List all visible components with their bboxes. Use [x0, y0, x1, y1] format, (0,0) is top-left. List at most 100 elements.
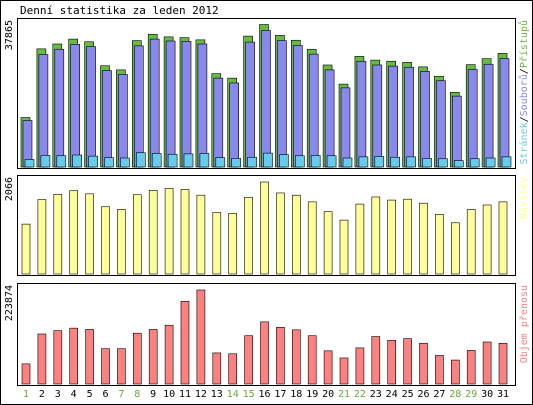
day-label-29: 29	[465, 389, 477, 400]
bar-objem-day-13	[212, 352, 222, 385]
day-label-28: 28	[449, 389, 461, 400]
chart-title: Denní statistika za leden 2012	[20, 4, 219, 17]
day-label-23: 23	[370, 389, 382, 400]
bar-stranek-day-15	[247, 156, 257, 168]
bar-navstev-day-26	[419, 202, 428, 275]
bar-objem-day-29	[466, 350, 476, 385]
bar-souboru-day-30	[483, 63, 494, 168]
bar-objem-day-2	[37, 333, 47, 385]
bar-stranek-day-17	[279, 154, 289, 168]
day-label-20: 20	[322, 389, 334, 400]
bar-objem-day-15	[244, 335, 253, 385]
day-label-10: 10	[163, 389, 175, 400]
day-label-21: 21	[338, 389, 350, 400]
bar-souboru-day-6	[102, 70, 112, 168]
day-label-4: 4	[71, 389, 77, 400]
bar-objem-day-31	[498, 342, 508, 385]
bar-navstev-day-9	[148, 189, 158, 275]
legend-separator: /	[519, 116, 530, 122]
bar-navstev-day-11	[180, 189, 190, 275]
bar-stranek-day-21	[342, 157, 353, 168]
bar-navstev-day-31	[498, 201, 508, 275]
bar-stranek-day-27	[438, 158, 448, 168]
bar-navstev-day-8	[133, 194, 142, 275]
bar-stranek-day-16	[263, 152, 273, 168]
bar-stranek-day-18	[294, 155, 305, 168]
bar-souboru-day-11	[181, 41, 192, 168]
bar-navstev-day-27	[435, 214, 444, 275]
day-label-5: 5	[87, 389, 93, 400]
day-label-14: 14	[227, 389, 239, 400]
day-label-8: 8	[134, 389, 140, 400]
bar-stranek-day-1	[24, 159, 35, 168]
bar-souboru-day-4	[70, 44, 80, 168]
bar-objem-day-24	[387, 340, 397, 385]
bar-objem-day-9	[148, 329, 158, 385]
day-label-11: 11	[179, 389, 191, 400]
bar-souboru-day-5	[86, 46, 96, 168]
bar-stranek-day-20	[326, 155, 337, 168]
bar-souboru-day-28	[451, 95, 462, 168]
day-label-2: 2	[39, 389, 45, 400]
bar-navstev-day-12	[196, 194, 206, 275]
bar-objem-day-21	[339, 357, 349, 385]
bar-objem-day-25	[403, 338, 412, 385]
bar-objem-day-23	[371, 336, 381, 385]
bar-navstev-day-21	[339, 219, 349, 275]
bar-navstev-day-29	[466, 209, 476, 275]
bar-stranek-day-29	[469, 158, 480, 168]
bar-navstev-day-10	[164, 188, 174, 275]
day-label-9: 9	[150, 389, 156, 400]
legend-entry: Návštěv	[518, 177, 530, 219]
legend-entry: Souborů	[518, 74, 530, 116]
bar-stranek-day-28	[453, 160, 464, 168]
bar-objem-day-27	[435, 355, 444, 385]
bar-stranek-day-13	[215, 157, 226, 168]
bar-stranek-day-4	[72, 154, 82, 168]
bar-navstev-day-5	[85, 193, 94, 275]
bar-navstev-day-18	[291, 194, 301, 275]
bar-stranek-day-24	[390, 156, 401, 168]
bar-navstev-day-16	[260, 181, 269, 275]
bar-objem-day-1	[21, 363, 31, 385]
bar-stranek-day-3	[56, 155, 67, 168]
bar-objem-day-3	[53, 330, 63, 385]
day-label-12: 12	[195, 389, 207, 400]
panel-3: 223874 Objem přenosu	[4, 283, 530, 386]
day-label-25: 25	[402, 389, 414, 400]
bar-souboru-day-8	[134, 45, 144, 168]
bar-objem-day-18	[291, 329, 301, 385]
day-label-1: 1	[23, 389, 29, 400]
bar-objem-day-10	[164, 324, 174, 385]
bar-navstev-day-23	[371, 196, 381, 275]
bar-stranek-day-23	[374, 156, 385, 168]
bar-navstev-day-6	[101, 206, 110, 275]
bar-stranek-day-2	[40, 155, 51, 168]
bar-objem-day-14	[228, 353, 237, 385]
max-value-label: 37865	[4, 20, 15, 50]
bar-stranek-day-25	[406, 156, 416, 168]
bar-navstev-day-13	[212, 212, 222, 275]
bar-objem-day-8	[133, 332, 142, 385]
bar-souboru-day-24	[388, 65, 399, 168]
bar-objem-day-16	[260, 321, 269, 385]
bar-stranek-day-7	[120, 157, 130, 168]
bar-stranek-day-22	[358, 156, 369, 168]
bar-souboru-day-26	[420, 71, 430, 168]
bar-souboru-day-10	[165, 40, 176, 168]
bar-souboru-day-20	[324, 69, 335, 168]
bar-souboru-day-18	[292, 45, 303, 168]
bar-navstev-day-24	[387, 199, 397, 275]
day-label-30: 30	[481, 389, 493, 400]
bar-souboru-day-25	[404, 66, 414, 168]
bar-navstev-day-14	[228, 213, 237, 275]
bar-navstev-day-20	[323, 211, 333, 275]
day-label-15: 15	[243, 389, 255, 400]
bar-souboru-day-13	[213, 77, 224, 168]
bar-stranek-day-10	[167, 153, 178, 168]
bar-souboru-day-19	[308, 53, 319, 168]
bar-stranek-day-8	[136, 152, 146, 168]
bar-souboru-day-12	[197, 43, 208, 168]
